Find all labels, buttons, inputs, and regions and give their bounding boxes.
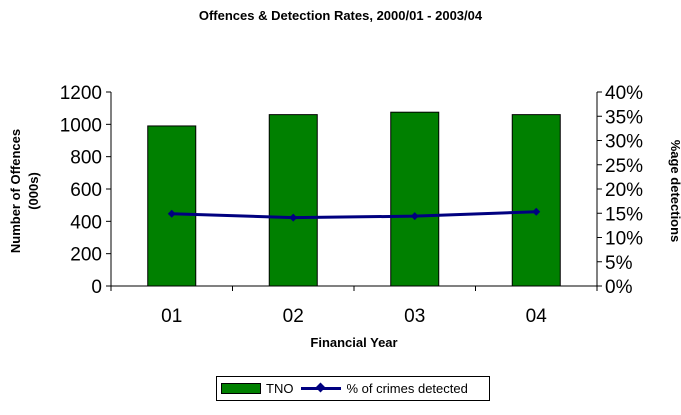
right-tick-label: 15% (605, 204, 643, 225)
right-tick-label: 25% (605, 156, 643, 177)
detections-point-04 (532, 207, 541, 216)
legend-line-key-detections (301, 382, 342, 394)
left-tick-label: 800 (70, 148, 102, 169)
left-axis-title-line1: Number of Offences (8, 129, 23, 253)
legend-label-detections: % of crimes detected (346, 381, 468, 396)
right-axis-title: %age detections (668, 140, 681, 243)
right-tick-label: 0% (605, 277, 633, 298)
legend-swatch-tno (221, 383, 261, 394)
left-axis-ticks: 0 200 400 600 800 1000 1200 (60, 83, 111, 298)
line-series-detections (167, 207, 541, 222)
bar-series-tno (147, 111, 561, 287)
right-tick-label: 35% (605, 107, 643, 128)
x-tick-label-04: 04 (526, 306, 548, 327)
chart-title: Offences & Detection Rates, 2000/01 - 20… (198, 8, 483, 23)
x-tick-label-03: 03 (404, 306, 425, 327)
right-tick-label: 5% (605, 253, 633, 274)
right-tick-label: 40% (605, 83, 643, 104)
right-axis-ticks: 0% 5% 10% 15% 20% 25% 30% 35% 40% (597, 83, 643, 298)
x-axis-title: Financial Year (310, 335, 397, 350)
x-tick-label-01: 01 (161, 306, 182, 327)
bar-02 (268, 114, 318, 287)
legend: TNO % of crimes detected (216, 376, 490, 401)
detections-point-02 (289, 213, 298, 222)
left-axis-title-line2: (000s) (26, 172, 41, 210)
detections-point-01 (167, 209, 176, 218)
bar-03 (390, 111, 440, 287)
left-tick-label: 400 (70, 212, 102, 233)
left-tick-label: 1000 (60, 115, 102, 136)
left-tick-label: 1200 (60, 83, 102, 104)
detections-line (171, 210, 537, 220)
x-axis-ticks: 01 02 03 04 (110, 286, 598, 327)
legend-label-tno: TNO (266, 381, 294, 396)
bar-04 (511, 114, 561, 287)
left-tick-label: 600 (70, 180, 102, 201)
right-tick-label: 30% (605, 132, 643, 153)
left-tick-label: 0 (91, 277, 102, 298)
right-tick-label: 10% (605, 229, 643, 250)
x-tick-label-02: 02 (283, 306, 304, 327)
left-tick-label: 200 (70, 245, 102, 266)
detections-point-03 (410, 212, 419, 221)
bar-01 (147, 125, 197, 287)
right-tick-label: 20% (605, 180, 643, 201)
